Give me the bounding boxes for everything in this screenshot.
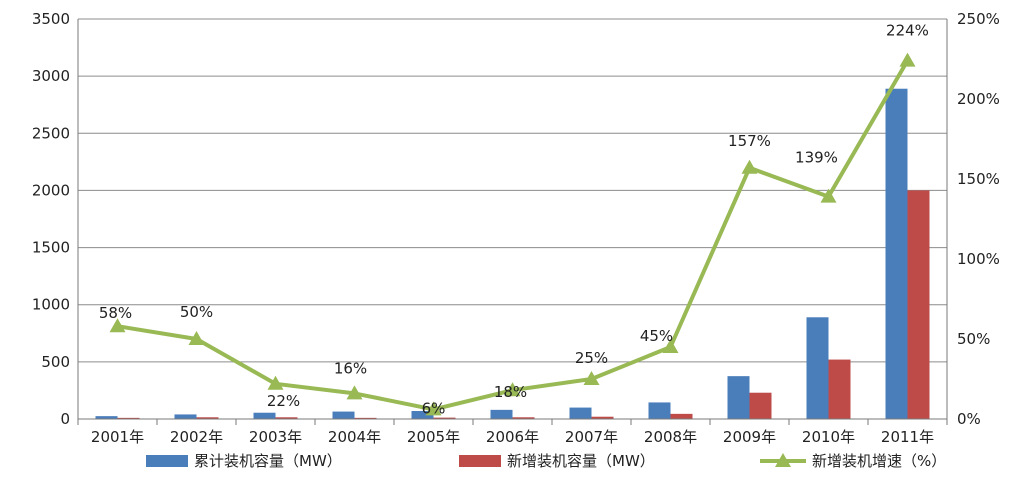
x-tick-label: 2011年 bbox=[881, 428, 934, 446]
growth-point-marker bbox=[583, 371, 600, 385]
growth-data-label: 45% bbox=[640, 327, 673, 345]
bar-new bbox=[670, 413, 693, 419]
y-right-tick-label: 0% bbox=[957, 410, 981, 428]
bar-new bbox=[433, 417, 456, 419]
growth-data-label: 16% bbox=[334, 359, 367, 377]
bar-new bbox=[907, 190, 930, 419]
y-right-tick-label: 200% bbox=[957, 90, 1000, 108]
legend-swatch-growth-marker bbox=[775, 453, 791, 467]
growth-data-label: 6% bbox=[422, 399, 446, 417]
growth-point-marker bbox=[504, 382, 521, 397]
y-left-tick-label: 0 bbox=[60, 410, 70, 428]
x-tick-label: 2001年 bbox=[91, 428, 144, 446]
bar-cumulative bbox=[490, 409, 513, 419]
bar-new bbox=[275, 417, 298, 419]
x-tick-label: 2006年 bbox=[486, 428, 539, 446]
growth-data-label: 50% bbox=[180, 303, 213, 321]
growth-point-marker bbox=[109, 318, 126, 333]
legend-label-cumulative: 累计装机容量（MW） bbox=[194, 452, 342, 470]
growth-data-label: 25% bbox=[575, 349, 608, 367]
growth-line bbox=[109, 52, 916, 416]
bar-new bbox=[749, 392, 772, 419]
bar-cumulative bbox=[806, 317, 829, 419]
y-left-tick-label: 2000 bbox=[32, 181, 70, 199]
bar-new bbox=[196, 417, 219, 419]
y-right-tick-label: 100% bbox=[957, 250, 1000, 268]
growth-data-label: 139% bbox=[795, 149, 838, 167]
bars bbox=[95, 88, 930, 419]
x-tick-label: 2009年 bbox=[723, 428, 776, 446]
bar-new bbox=[828, 359, 851, 419]
y-right-tick-label: 250% bbox=[957, 10, 1000, 28]
bar-cumulative bbox=[569, 407, 592, 419]
growth-point-marker bbox=[188, 331, 205, 345]
x-tick-label: 2005年 bbox=[407, 428, 460, 446]
legend: 累计装机容量（MW） 新增装机容量（MW） 新增装机增速（%） bbox=[146, 452, 946, 470]
y-left-tick-label: 1500 bbox=[32, 239, 70, 257]
growth-point-marker bbox=[820, 188, 837, 203]
growth-data-label: 224% bbox=[886, 22, 929, 40]
bar-cumulative bbox=[332, 411, 355, 419]
growth-point-marker bbox=[899, 52, 916, 67]
bar-cumulative bbox=[885, 88, 908, 419]
growth-point-marker bbox=[425, 401, 442, 416]
y-left-tick-label: 3000 bbox=[32, 67, 70, 85]
x-tick-label: 2002年 bbox=[170, 428, 223, 446]
y-left-tick-label: 2500 bbox=[32, 124, 70, 142]
bar-cumulative bbox=[648, 402, 671, 419]
data-labels: 58% 50% 22% 16% 6% 18% 25% 45% 157% 139% 224% bbox=[99, 22, 929, 418]
growth-data-label: 58% bbox=[99, 304, 132, 322]
bar-cumulative bbox=[727, 376, 750, 419]
x-tick-label: 2007年 bbox=[565, 428, 618, 446]
x-tick-label: 2008年 bbox=[644, 428, 697, 446]
growth-line-path bbox=[117, 59, 910, 412]
y-left-tick-label: 500 bbox=[41, 353, 70, 371]
bar-cumulative bbox=[95, 416, 118, 419]
bar-new bbox=[512, 417, 535, 419]
growth-data-label: 22% bbox=[267, 392, 300, 410]
bar-new bbox=[591, 416, 614, 419]
legend-label-new: 新增装机容量（MW） bbox=[507, 452, 655, 470]
x-tick-label: 2010年 bbox=[802, 428, 855, 446]
y-left-tick-label: 1000 bbox=[32, 296, 70, 314]
bar-new bbox=[117, 417, 140, 419]
gridlines bbox=[78, 18, 947, 363]
growth-point-marker bbox=[662, 339, 679, 353]
bar-cumulative bbox=[411, 411, 434, 419]
y-right-tick-label: 150% bbox=[957, 170, 1000, 188]
x-tick-label: 2003年 bbox=[249, 428, 302, 446]
growth-point-marker bbox=[741, 159, 758, 174]
y-right-tick-label: 50% bbox=[957, 330, 990, 348]
y-left-tick-label: 3500 bbox=[32, 10, 70, 28]
axes: 0 500 1000 1500 2000 2500 3000 3500 0% 50% 100% 150… bbox=[32, 10, 1000, 446]
growth-data-label: 157% bbox=[728, 132, 771, 150]
bar-cumulative bbox=[174, 414, 197, 419]
legend-swatch-new bbox=[459, 455, 501, 467]
legend-swatch-cumulative bbox=[146, 455, 188, 467]
x-tick-label: 2004年 bbox=[328, 428, 381, 446]
growth-point-marker bbox=[267, 375, 284, 390]
legend-label-growth: 新增装机增速（%） bbox=[812, 452, 946, 470]
growth-data-label: 18% bbox=[494, 383, 527, 401]
growth-point-marker bbox=[346, 385, 363, 400]
bar-new bbox=[354, 417, 377, 419]
bar-cumulative bbox=[253, 412, 276, 419]
